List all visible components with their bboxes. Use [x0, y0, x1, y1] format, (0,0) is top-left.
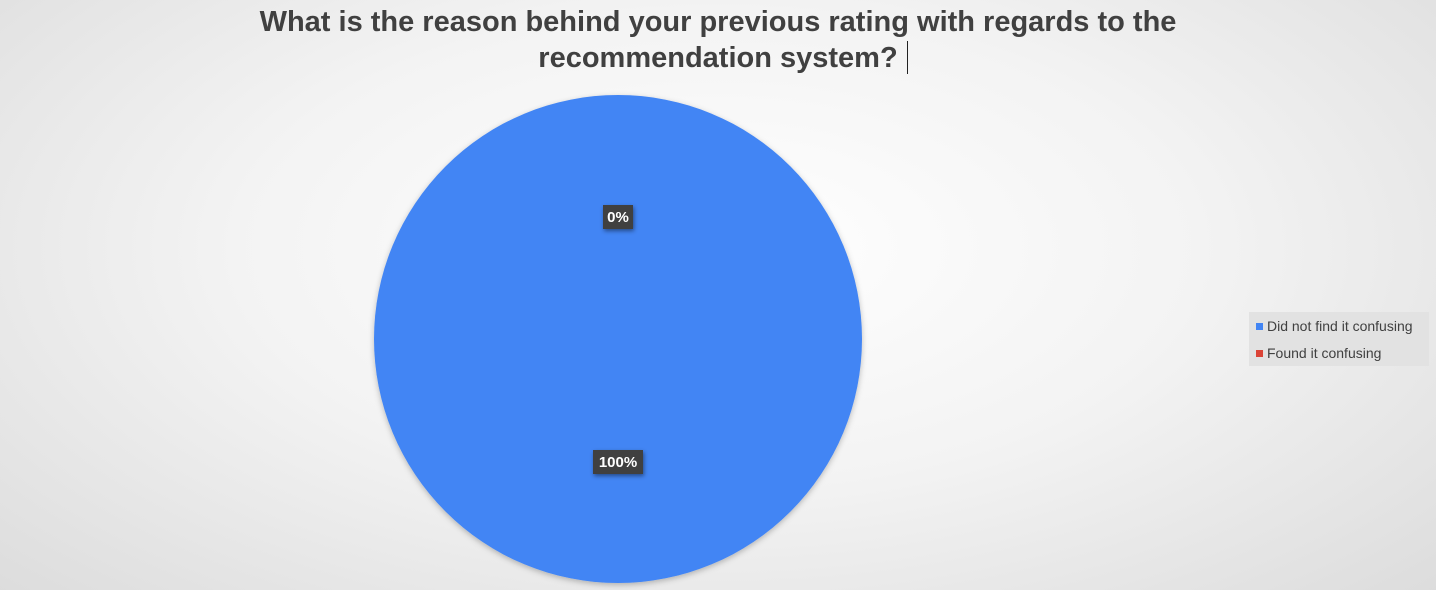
legend-item: Did not find it confusing	[1256, 317, 1413, 335]
legend-swatch	[1256, 322, 1263, 330]
legend-swatch	[1256, 349, 1263, 357]
legend-label: Found it confusing	[1267, 345, 1382, 361]
data-label: 100%	[593, 450, 643, 474]
pie-slice	[374, 95, 862, 583]
text-cursor	[907, 41, 908, 74]
legend-label: Did not find it confusing	[1267, 318, 1413, 334]
data-label: 0%	[603, 205, 633, 229]
chart-title: What is the reason behind your previous …	[259, 6, 1177, 74]
legend: Did not find it confusing Found it confu…	[1249, 312, 1429, 366]
data-label-text: 100%	[599, 454, 637, 471]
data-label-box	[593, 450, 643, 474]
data-label-text: 0%	[607, 209, 629, 226]
data-label-box	[603, 205, 633, 229]
legend-item: Found it confusing	[1256, 344, 1381, 362]
